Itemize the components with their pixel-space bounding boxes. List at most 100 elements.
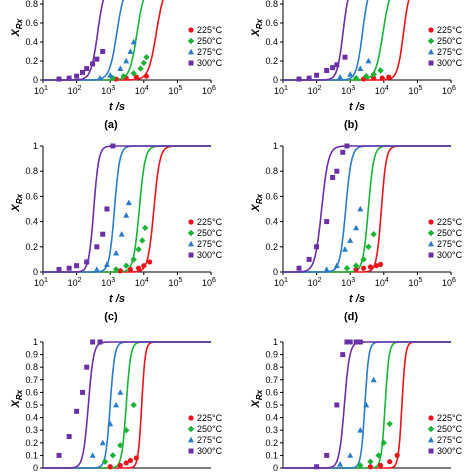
point-300 <box>56 76 62 82</box>
point-250 <box>130 256 137 263</box>
y-tick-label: 0.2 <box>265 438 278 448</box>
x-tick-exponent: 1 <box>284 277 288 284</box>
legend-marker-225 <box>188 27 194 33</box>
y-tick-label: 0 <box>33 75 38 85</box>
legend-label: 250°C <box>197 424 223 434</box>
point-300 <box>90 61 96 67</box>
x-tick-label: 106 <box>442 85 456 96</box>
y-tick-label: 1 <box>273 141 278 151</box>
point-300 <box>340 352 346 358</box>
y-tick-label: 0.8 <box>25 362 38 372</box>
legend-label: 225°C <box>437 217 463 227</box>
y-tick-label: 0.4 <box>265 217 278 227</box>
point-250 <box>367 458 374 465</box>
x-tick-label: 104 <box>375 85 389 96</box>
point-225 <box>367 464 374 470</box>
legend-label: 275°C <box>197 435 223 445</box>
fit-curve-275 <box>43 0 124 81</box>
x-tick-label: 102 <box>68 85 82 96</box>
x-tick-exponent: 5 <box>178 85 182 92</box>
point-300 <box>342 54 348 60</box>
point-225 <box>360 265 367 271</box>
x-tick-label: 102 <box>308 277 322 288</box>
x-tick-exponent: 4 <box>385 85 389 92</box>
point-300 <box>66 265 72 271</box>
point-300 <box>66 75 72 81</box>
y-tick-label: 0.5 <box>265 400 278 410</box>
point-250 <box>143 54 150 61</box>
point-300 <box>80 69 86 75</box>
chart-panel-6: 0 0.1 0.2 0.3 0.4 0.5 0.6 0.7 0.8 0.9 1 225°C250°C2… <box>250 337 463 473</box>
legend-marker-275 <box>428 240 434 247</box>
legend-marker-250 <box>427 37 435 45</box>
fit-curve-275 <box>43 145 211 273</box>
point-300 <box>84 364 90 370</box>
legend-marker-250 <box>187 37 195 45</box>
y-tick-label: 0.8 <box>25 166 38 176</box>
x-tick-exponent: 5 <box>418 85 422 92</box>
point-250 <box>130 401 137 409</box>
x-tick-exponent: 1 <box>44 277 48 284</box>
point-250 <box>352 262 360 269</box>
point-225 <box>377 261 384 268</box>
y-tick-label: 0.6 <box>25 387 38 397</box>
point-225 <box>387 459 393 465</box>
fit-curve-300 <box>43 145 211 273</box>
point-275 <box>363 401 370 408</box>
point-250 <box>380 439 387 446</box>
legend-label: 275°C <box>197 47 223 57</box>
legend-label: 275°C <box>437 435 463 445</box>
point-225 <box>127 457 134 464</box>
y-axis-label-subscript: Rx <box>255 18 264 29</box>
point-300 <box>330 175 336 180</box>
point-300 <box>330 65 336 71</box>
x-tick-label: 106 <box>202 277 216 288</box>
y-tick-label: 0.3 <box>265 425 278 435</box>
x-tick-label: 104 <box>135 277 149 288</box>
x-tick-exponent: 2 <box>318 277 322 284</box>
legend-label: 250°C <box>437 424 463 434</box>
point-300 <box>344 143 350 149</box>
point-300 <box>84 259 90 265</box>
fit-curve-250 <box>283 0 391 81</box>
point-275 <box>89 452 96 458</box>
y-tick-label: 0.9 <box>265 350 278 360</box>
x-tick-label: 101 <box>34 85 48 96</box>
point-225 <box>353 266 359 273</box>
x-tick-exponent: 2 <box>78 85 82 92</box>
point-225 <box>133 74 139 80</box>
legend-marker-250 <box>187 229 195 237</box>
x-tick-label: 103 <box>341 277 355 288</box>
y-tick-label: 0.8 <box>265 166 278 176</box>
legend-label: 250°C <box>197 228 223 238</box>
x-tick-exponent: 6 <box>212 277 216 284</box>
y-axis-label: XRx <box>10 18 24 37</box>
panel-caption: (a) <box>104 119 118 131</box>
y-tick-label: 0.4 <box>265 413 278 423</box>
y-axis-label-subscript: Rx <box>255 389 264 400</box>
y-tick-label: 0.2 <box>265 56 278 66</box>
point-250 <box>375 452 382 459</box>
y-tick-label: 0.2 <box>25 56 38 66</box>
chart-panel-5: 0 0.1 0.2 0.3 0.4 0.5 0.6 0.7 0.8 0.9 1 225°C250°C2… <box>10 337 223 473</box>
legend-label: 225°C <box>437 25 463 35</box>
legend-marker-300 <box>188 252 194 258</box>
fit-curve-300 <box>283 0 349 81</box>
point-275 <box>117 65 124 71</box>
point-300 <box>314 244 320 250</box>
fit-curve-225 <box>43 145 211 273</box>
legend-marker-300 <box>188 60 194 66</box>
point-275 <box>123 212 130 218</box>
point-225 <box>123 460 129 466</box>
point-275 <box>357 205 364 212</box>
legend-marker-225 <box>428 415 434 421</box>
x-tick-label: 104 <box>135 85 149 96</box>
y-axis-label-subscript: Rx <box>15 193 24 204</box>
point-250 <box>386 420 393 428</box>
point-300 <box>334 62 340 68</box>
panel-caption: (d) <box>344 311 358 323</box>
point-275 <box>103 261 110 267</box>
point-250 <box>130 70 137 77</box>
chart-panel-2: 0 0.2 0.4 0.6 0.8 101 102 103 104 105 106 225°C250°… <box>250 0 463 131</box>
